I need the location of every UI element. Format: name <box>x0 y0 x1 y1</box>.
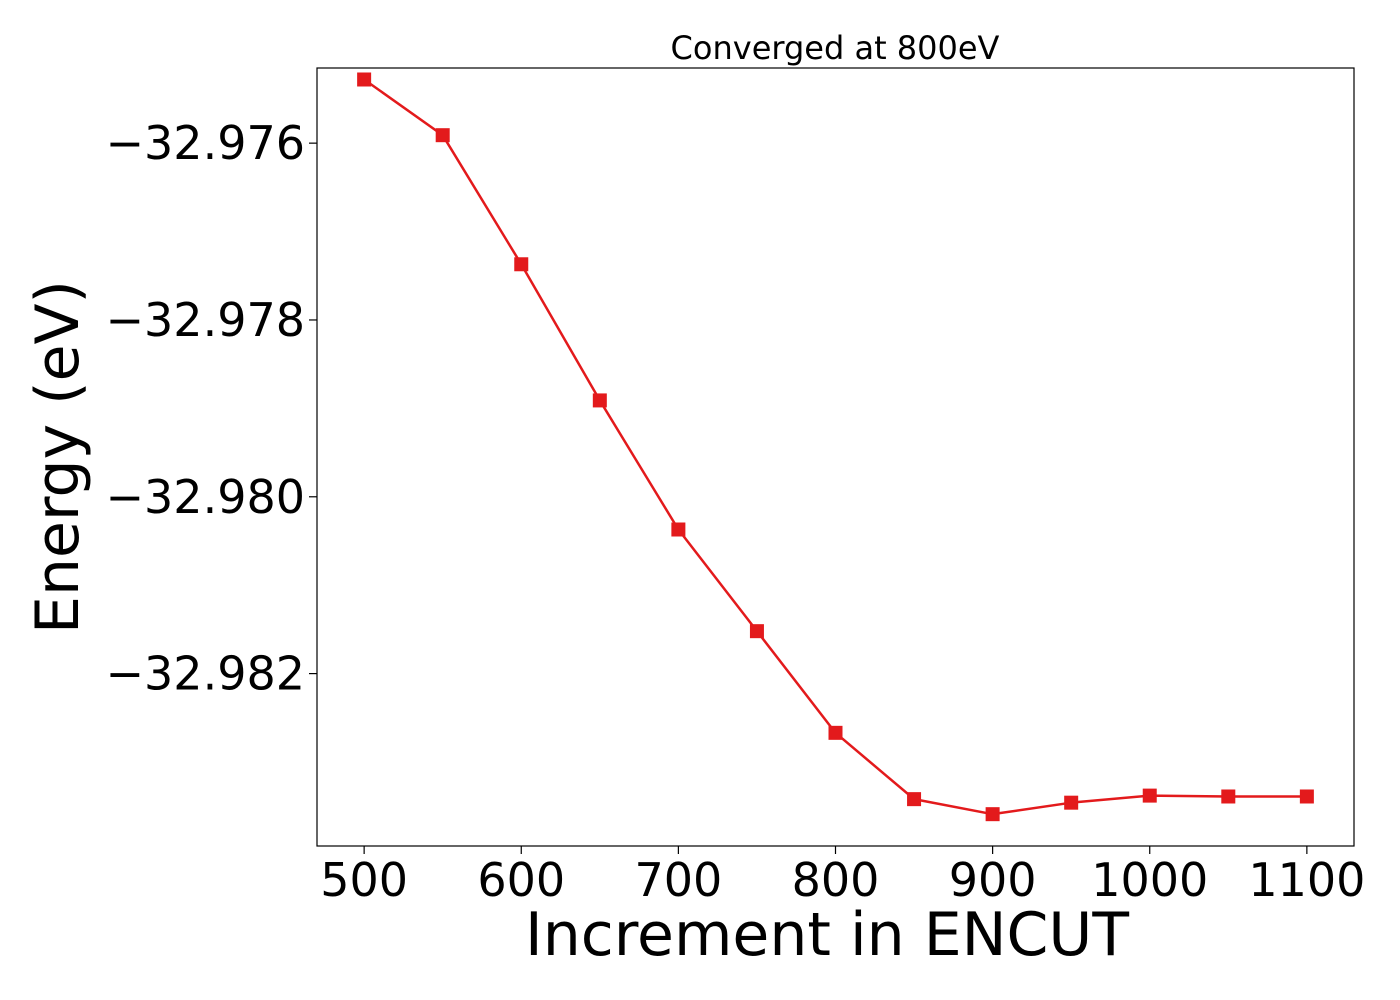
x-tick-label: 600 <box>477 853 565 907</box>
plot-frame <box>316 67 1355 847</box>
x-tick-label: 1100 <box>1248 853 1365 907</box>
data-point-900 <box>985 807 1000 822</box>
chart-title: Converged at 800eV <box>671 29 1000 67</box>
series-line <box>363 78 1307 816</box>
data-point-650 <box>592 393 607 408</box>
y-tick-label: −32.980 <box>106 470 306 524</box>
y-tick-label: −32.978 <box>106 293 306 347</box>
data-point-700 <box>671 522 686 537</box>
x-axis-ticks: 500 600 700 800 900 1000 1100 <box>320 846 1365 907</box>
data-point-800 <box>828 725 843 740</box>
data-point-850 <box>907 792 922 807</box>
y-tick-label: −32.976 <box>106 116 306 170</box>
x-tick-label: 500 <box>320 853 408 907</box>
x-axis-title: Increment in ENCUT <box>525 900 1129 970</box>
data-point-950 <box>1064 795 1079 810</box>
data-point-1050 <box>1221 789 1236 804</box>
y-axis-ticks: −32.976 −32.978 −32.980 −32.982 <box>106 116 317 701</box>
series-layer <box>357 72 1314 822</box>
x-tick-label: 700 <box>634 853 722 907</box>
data-point-550 <box>435 128 450 143</box>
x-tick-label: 800 <box>792 853 880 907</box>
y-tick-label: −32.982 <box>106 647 306 701</box>
data-point-600 <box>514 257 529 272</box>
data-point-1100 <box>1299 789 1314 804</box>
data-point-500 <box>357 72 372 87</box>
x-tick-label: 1000 <box>1091 853 1208 907</box>
data-point-750 <box>749 624 764 639</box>
data-point-1000 <box>1142 788 1157 803</box>
y-axis-title: Energy (eV) <box>23 280 93 634</box>
x-tick-label: 900 <box>949 853 1037 907</box>
